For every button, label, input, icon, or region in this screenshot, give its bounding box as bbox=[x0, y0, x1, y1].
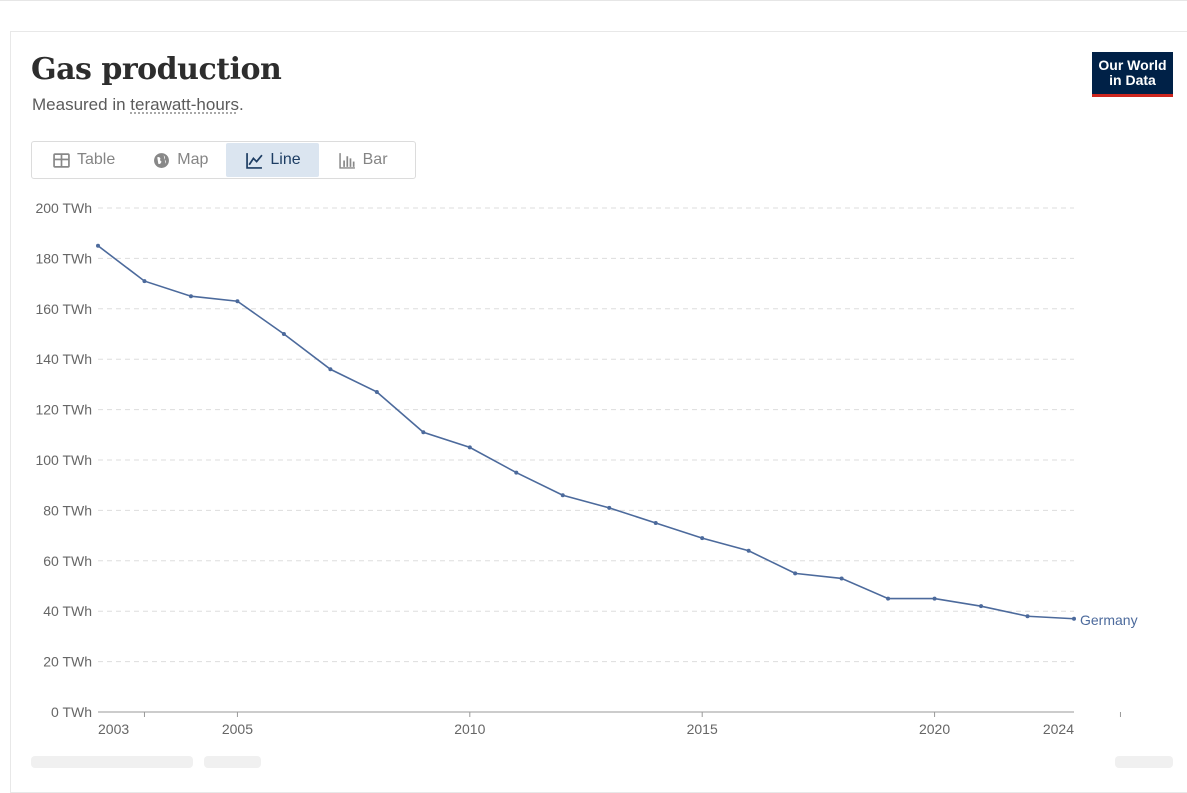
subtitle-prefix: Measured in bbox=[32, 95, 131, 114]
line-chart: 0 TWh 20 TWh 40 TWh 60 TWh 80 TWh 100 TWh 120 … bbox=[35, 200, 1138, 737]
logo-line-2: in Data bbox=[1109, 72, 1156, 88]
y-tick-label: 160 TWh bbox=[35, 301, 92, 317]
data-point bbox=[188, 294, 193, 299]
y-tick-label: 180 TWh bbox=[35, 250, 92, 266]
tab-bar-label: Bar bbox=[362, 151, 388, 168]
x-tick-label: 2003 bbox=[98, 721, 129, 737]
data-point bbox=[746, 548, 751, 553]
y-tick-label: 20 TWh bbox=[43, 654, 92, 670]
subtitle-suffix: . bbox=[238, 95, 244, 114]
globe-icon bbox=[154, 152, 170, 168]
x-tick-label: 2015 bbox=[687, 721, 718, 737]
data-point bbox=[560, 493, 565, 498]
top-divider bbox=[0, 0, 1187, 1]
bar-chart-icon bbox=[338, 152, 355, 169]
data-point bbox=[886, 596, 891, 601]
y-tick-label: 40 TWh bbox=[43, 603, 92, 619]
data-point bbox=[235, 299, 240, 304]
data-point bbox=[467, 445, 472, 450]
y-tick-label: 100 TWh bbox=[35, 452, 92, 468]
owid-logo[interactable]: Our World in Data bbox=[1092, 52, 1173, 97]
tab-bar[interactable]: Bar bbox=[319, 143, 406, 177]
data-point bbox=[514, 470, 519, 475]
tab-line[interactable]: Line bbox=[226, 143, 319, 177]
data-point bbox=[839, 576, 844, 581]
table-icon bbox=[53, 152, 70, 168]
data-point bbox=[1025, 614, 1030, 619]
data-point bbox=[607, 505, 612, 510]
series-label: Germany bbox=[1080, 612, 1138, 628]
chart-title: Gas production bbox=[31, 52, 282, 87]
bottom-control-stub bbox=[204, 756, 261, 768]
data-point bbox=[374, 389, 379, 394]
tab-table-label: Table bbox=[77, 151, 116, 168]
y-tick-label: 80 TWh bbox=[43, 502, 92, 518]
data-point bbox=[328, 367, 333, 372]
data-point bbox=[142, 279, 147, 284]
logo-line-1: Our World bbox=[1098, 57, 1167, 73]
tab-table[interactable]: Table bbox=[33, 143, 133, 177]
data-point bbox=[281, 332, 286, 336]
chart-subtitle: Measured in terawatt-hours. bbox=[32, 95, 244, 115]
tab-line-label: Line bbox=[270, 151, 301, 168]
x-tick-label: 2020 bbox=[919, 721, 950, 737]
chart-card bbox=[10, 31, 1187, 793]
data-point bbox=[653, 521, 658, 525]
y-tick-label: 200 TWh bbox=[35, 200, 92, 216]
data-point bbox=[96, 243, 100, 248]
tab-map-label: Map bbox=[177, 151, 209, 168]
tab-map[interactable]: Map bbox=[133, 143, 226, 177]
x-tick-label: 2024 bbox=[1043, 721, 1074, 737]
line-chart-icon bbox=[246, 152, 263, 169]
series-line bbox=[97, 245, 1075, 620]
data-point bbox=[932, 596, 937, 601]
y-tick-label: 60 TWh bbox=[43, 553, 92, 569]
bottom-control-stub bbox=[31, 756, 193, 768]
bottom-control-stub bbox=[1115, 756, 1173, 768]
data-point bbox=[793, 571, 798, 576]
data-point bbox=[700, 536, 705, 541]
data-point bbox=[1072, 616, 1076, 621]
y-tick-label: 120 TWh bbox=[35, 402, 92, 418]
y-tick-label: 140 TWh bbox=[35, 351, 92, 367]
y-tick-label: 0 TWh bbox=[51, 704, 92, 720]
unit-link[interactable]: terawatt-hours bbox=[130, 95, 239, 114]
data-point bbox=[979, 604, 984, 609]
x-tick-label: 2010 bbox=[454, 721, 485, 737]
view-tabs: Table Map Line Bar bbox=[31, 141, 416, 179]
data-point bbox=[421, 430, 426, 435]
x-tick-label: 2005 bbox=[222, 721, 253, 737]
